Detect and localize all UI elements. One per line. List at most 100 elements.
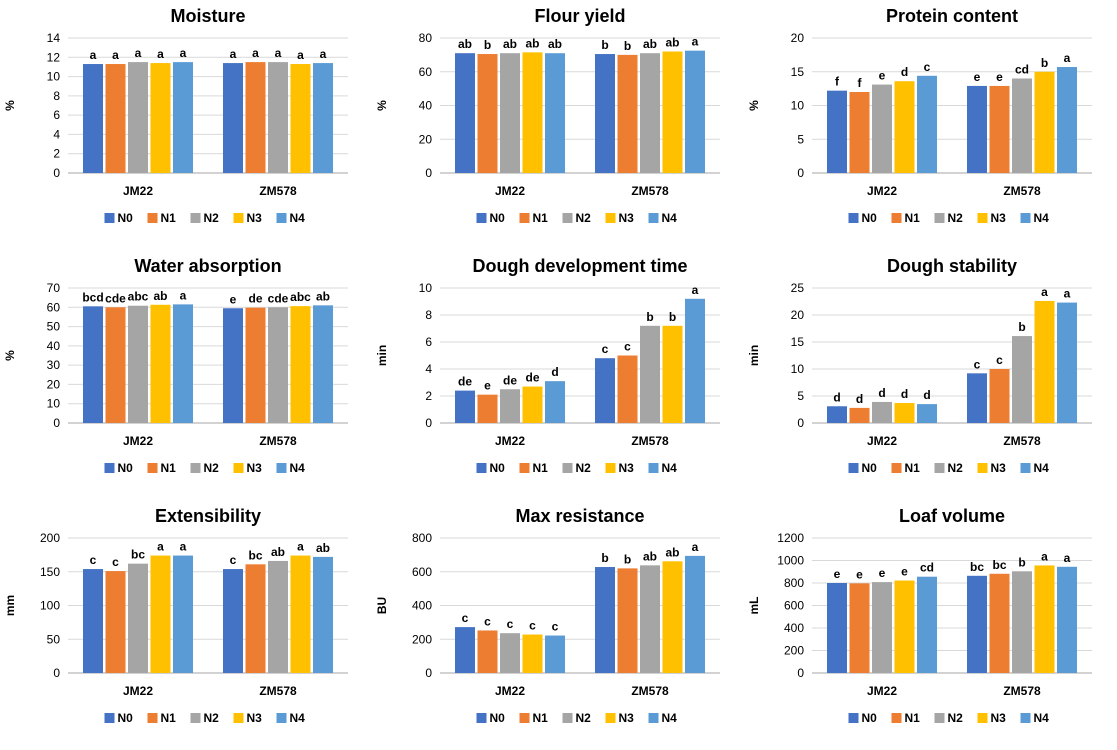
bar-n2-jm22 xyxy=(500,389,520,423)
bar-n2-zm578 xyxy=(268,561,288,673)
legend-label: N1 xyxy=(905,211,921,225)
x-category-label: JM22 xyxy=(495,184,525,198)
bar-n4-zm578 xyxy=(313,557,333,673)
y-tick-label: 25 xyxy=(791,281,805,295)
legend-label: N1 xyxy=(533,461,549,475)
bar-n0-zm578 xyxy=(967,86,987,173)
bar-n1-zm578 xyxy=(246,564,266,673)
y-tick-label: 8 xyxy=(425,308,432,322)
significance-label: abc xyxy=(128,290,149,304)
legend-swatch xyxy=(191,713,201,723)
bar-n2-zm578 xyxy=(640,326,660,423)
y-tick-label: 40 xyxy=(419,99,433,113)
legend-label: N2 xyxy=(948,461,964,475)
legend-label: N3 xyxy=(247,711,263,725)
y-tick-label: 800 xyxy=(784,576,804,590)
legend-label: N1 xyxy=(161,461,177,475)
legend-label: N4 xyxy=(1034,711,1050,725)
y-tick-label: 20 xyxy=(791,308,805,322)
bar-n3-zm578 xyxy=(291,556,311,673)
legend-label: N2 xyxy=(948,211,964,225)
significance-label: a xyxy=(297,48,304,62)
legend-swatch xyxy=(935,463,945,473)
y-tick-label: 50 xyxy=(47,320,61,334)
bar-n4-zm578 xyxy=(313,63,333,173)
y-axis-label: % xyxy=(3,100,17,111)
legend-label: N1 xyxy=(533,211,549,225)
legend-label: N4 xyxy=(662,211,678,225)
legend-swatch xyxy=(606,463,616,473)
bar-n1-jm22 xyxy=(478,395,498,423)
bar-n1-jm22 xyxy=(850,583,870,673)
significance-label: c xyxy=(484,614,491,628)
y-tick-label: 800 xyxy=(412,531,432,545)
y-tick-label: 80 xyxy=(419,31,433,45)
significance-label: e xyxy=(856,567,863,581)
legend-swatch xyxy=(234,213,244,223)
legend-swatch xyxy=(148,463,158,473)
y-tick-label: 10 xyxy=(791,99,805,113)
y-tick-label: 5 xyxy=(797,389,804,403)
legend-label: N0 xyxy=(862,211,878,225)
bar-n2-jm22 xyxy=(872,582,892,673)
legend-label: N3 xyxy=(991,461,1007,475)
legend-label: N4 xyxy=(1034,461,1050,475)
x-category-label: JM22 xyxy=(867,684,897,698)
chart-title: Max resistance xyxy=(515,506,644,526)
legend-swatch xyxy=(520,463,530,473)
x-category-label: ZM578 xyxy=(631,684,669,698)
significance-label: a xyxy=(1064,51,1071,65)
legend-swatch xyxy=(849,463,859,473)
legend-label: N2 xyxy=(576,711,592,725)
significance-label: a xyxy=(252,46,259,60)
y-axis-label: mm xyxy=(3,595,17,616)
legend-label: N3 xyxy=(991,711,1007,725)
legend-swatch xyxy=(234,713,244,723)
bar-n1-zm578 xyxy=(990,86,1010,173)
chart-title: Dough development time xyxy=(472,256,687,276)
legend-swatch xyxy=(105,713,115,723)
significance-label: ab xyxy=(665,545,679,559)
significance-label: d xyxy=(901,65,908,79)
significance-label: c xyxy=(90,553,97,567)
bar-n3-jm22 xyxy=(895,581,915,673)
y-tick-label: 5 xyxy=(797,132,804,146)
legend-swatch xyxy=(649,713,659,723)
x-category-label: JM22 xyxy=(867,434,897,448)
bar-n0-zm578 xyxy=(595,358,615,423)
y-tick-label: 150 xyxy=(40,565,60,579)
legend-label: N0 xyxy=(490,711,506,725)
legend-label: N0 xyxy=(118,711,134,725)
y-tick-label: 60 xyxy=(419,65,433,79)
bar-n4-zm578 xyxy=(1057,303,1077,423)
bar-n2-jm22 xyxy=(128,564,148,673)
significance-label: c xyxy=(624,340,631,354)
significance-label: a xyxy=(692,540,699,554)
significance-label: cde xyxy=(268,291,289,305)
bar-n4-zm578 xyxy=(313,305,333,423)
significance-label: ab xyxy=(271,545,285,559)
y-tick-label: 4 xyxy=(425,362,432,376)
significance-label: a xyxy=(180,288,187,302)
significance-label: c xyxy=(552,620,559,634)
legend-label: N3 xyxy=(247,211,263,225)
x-category-label: ZM578 xyxy=(631,184,669,198)
chart-title: Loaf volume xyxy=(899,506,1005,526)
legend-swatch xyxy=(849,713,859,723)
y-tick-label: 10 xyxy=(47,70,61,84)
significance-label: c xyxy=(996,353,1003,367)
bar-n4-jm22 xyxy=(545,636,565,673)
chart-title: Water absorption xyxy=(134,256,281,276)
significance-label: d xyxy=(901,387,908,401)
x-category-label: ZM578 xyxy=(631,434,669,448)
y-tick-label: 30 xyxy=(47,358,61,372)
bar-n3-jm22 xyxy=(895,403,915,423)
bar-n2-jm22 xyxy=(128,62,148,173)
significance-label: bc xyxy=(248,548,262,562)
significance-label: c xyxy=(924,60,931,74)
y-tick-label: 15 xyxy=(791,335,805,349)
bar-n4-jm22 xyxy=(917,404,937,423)
legend-swatch xyxy=(978,713,988,723)
significance-label: ab xyxy=(643,37,657,51)
